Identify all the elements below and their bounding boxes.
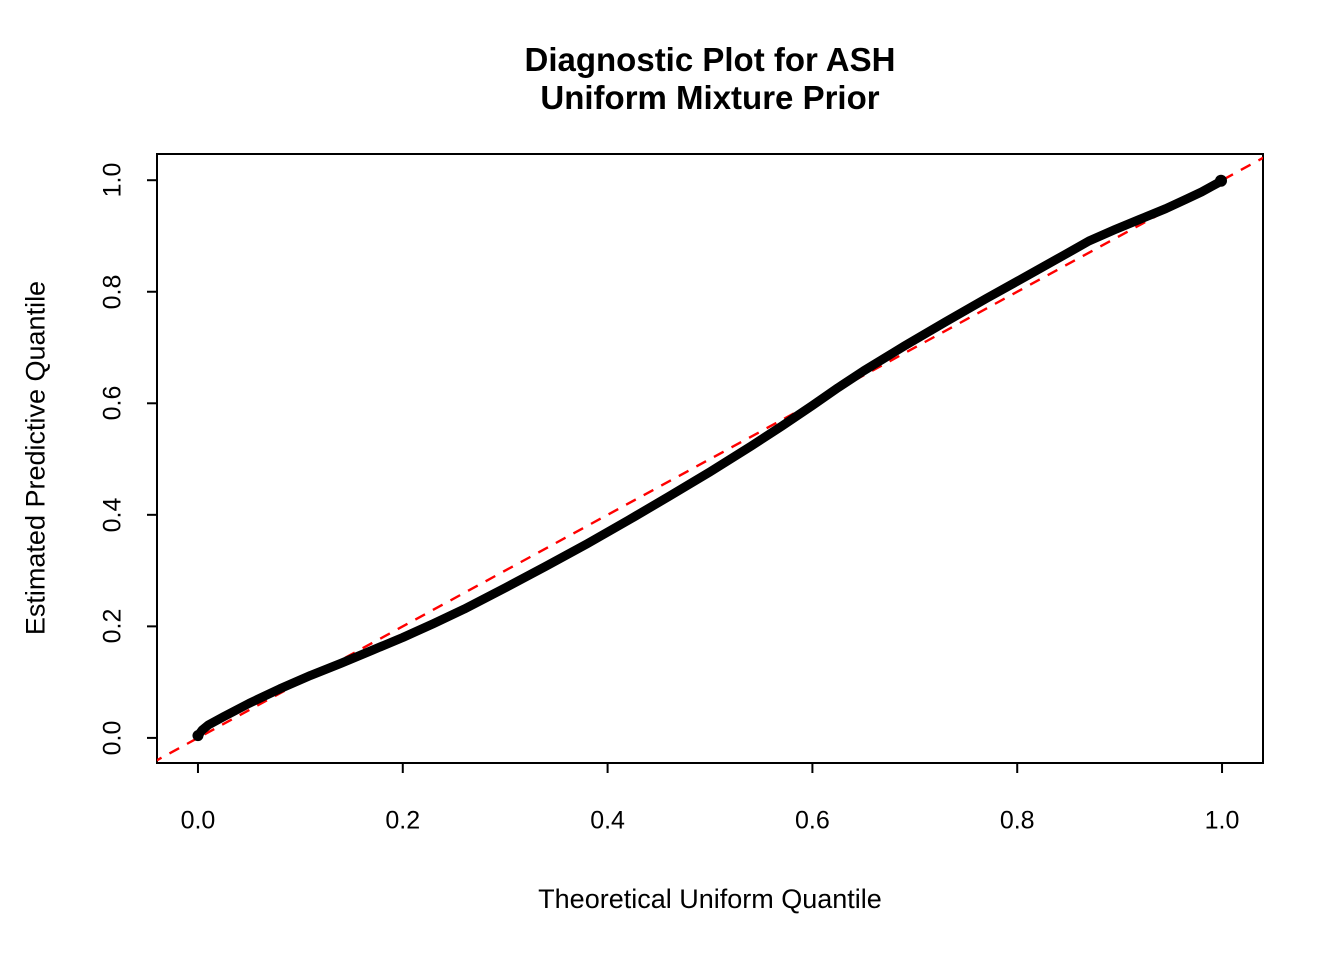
x-tick-label-0.6: 0.6 xyxy=(795,806,830,835)
x-tick-label-0.0: 0.0 xyxy=(180,806,216,835)
x-tick-label-1.0: 1.0 xyxy=(1204,806,1240,835)
chart-title-line-2: Uniform Mixture Prior xyxy=(540,79,880,116)
y-tick-label-1.0: 1.0 xyxy=(98,162,127,198)
y-tick-label-0.4: 0.4 xyxy=(98,497,127,533)
curve-end-point-cluster xyxy=(1215,174,1228,187)
x-tick-label-0.8: 0.8 xyxy=(999,806,1035,835)
x-tick-label-0.2: 0.2 xyxy=(385,806,421,835)
identity-reference-line xyxy=(157,156,1263,762)
y-tick-label-0.2: 0.2 xyxy=(98,608,127,644)
y-tick-label-0.6: 0.6 xyxy=(98,385,127,421)
plot-border xyxy=(156,153,1264,764)
x-tick-label-0.4: 0.4 xyxy=(590,806,625,835)
y-axis-title: Estimated Predictive Quantile xyxy=(20,280,51,636)
x-axis-title: Theoretical Uniform Quantile xyxy=(538,884,882,914)
y-tick-label-0.8: 0.8 xyxy=(98,274,127,310)
curve-start-point-cluster xyxy=(192,730,204,742)
estimated-predictive-quantile-curve xyxy=(193,176,1226,741)
y-tick-label-0.0: 0.0 xyxy=(98,720,127,756)
chart-title-line-1: Diagnostic Plot for ASH xyxy=(524,41,896,78)
